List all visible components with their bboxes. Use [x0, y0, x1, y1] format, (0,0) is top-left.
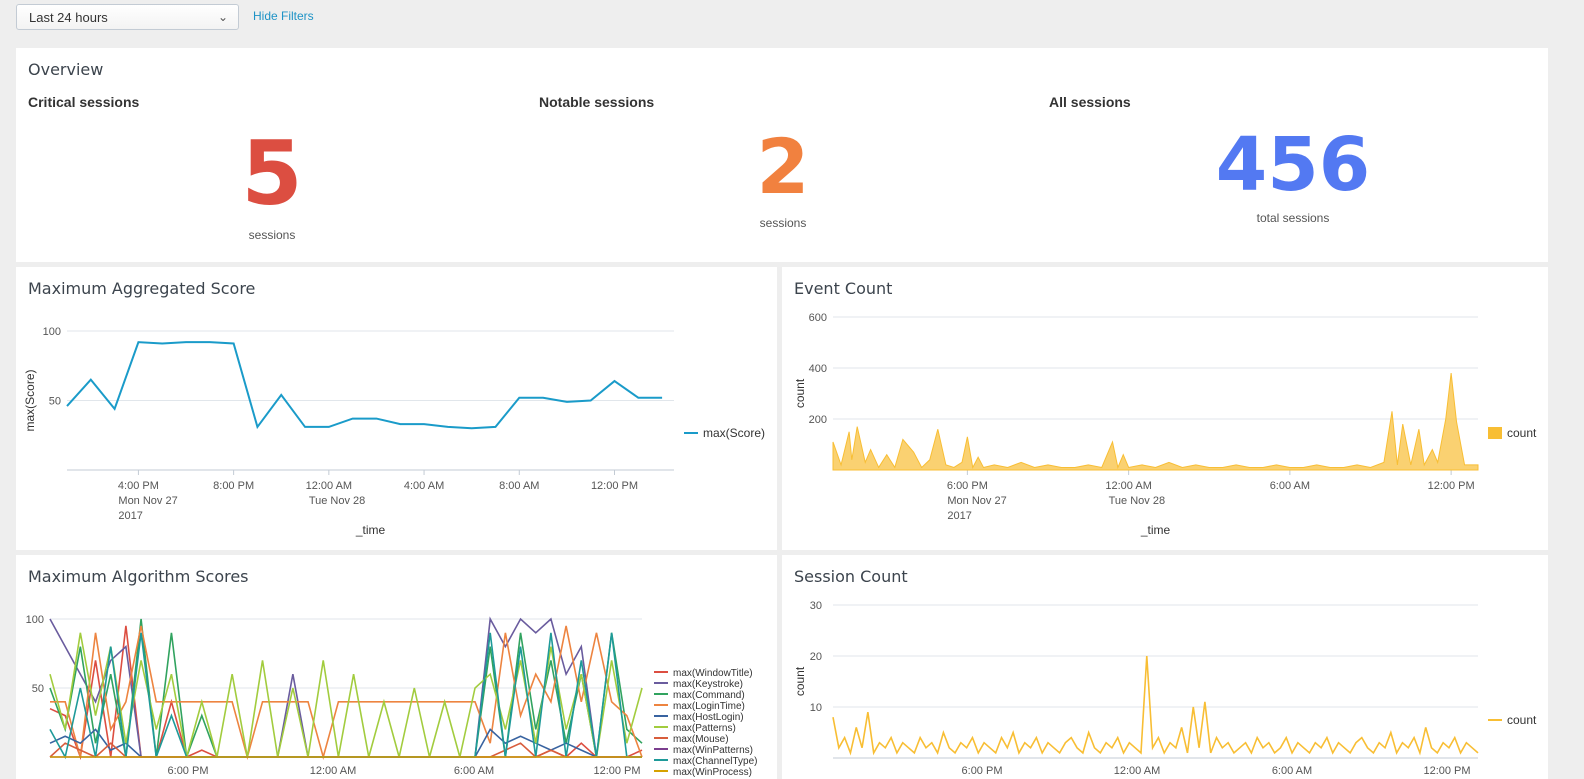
- x-tick-label: Mon Nov 27: [118, 495, 177, 507]
- y-axis-title: count: [793, 666, 807, 696]
- legend-label: max(Patterns): [673, 723, 736, 734]
- legend-label: count: [1507, 426, 1537, 440]
- max-aggregated-score-panel: Maximum Aggregated Score 50 100 max(Score)…: [16, 267, 777, 550]
- x-tick-label: 12:00 PM: [1423, 765, 1470, 777]
- overview-panel: Overview Critical sessions 5 sessions No…: [16, 48, 1548, 262]
- single-value-unit: sessions: [759, 216, 807, 230]
- legend-label: max(WinPatterns): [673, 745, 753, 756]
- legend-label: max(HostLogin): [673, 712, 744, 723]
- single-value-unit: total sessions: [1256, 211, 1330, 225]
- hide-filters-link[interactable]: Hide Filters: [253, 9, 314, 23]
- x-tick-label: Mon Nov 27: [947, 495, 1006, 507]
- max-algorithm-scores-chart[interactable]: 50 100 6:00 PM 12:00 AM 6:00 AM 12:00 PM max(W…: [16, 555, 777, 779]
- legend-label: max(Mouse): [673, 734, 729, 745]
- series-area-count: [832, 373, 1479, 471]
- y-tick-label: 10: [810, 702, 822, 714]
- x-tick-label: 6:00 PM: [962, 765, 1003, 777]
- notable-sessions-value: 2: [756, 122, 810, 211]
- x-tick-label: Tue Nov 28: [1109, 495, 1165, 507]
- legend-label: max(Keystroke): [673, 679, 743, 690]
- panel-title: Maximum Aggregated Score: [28, 279, 256, 298]
- panel-title: Session Count: [794, 567, 908, 586]
- panel-title: Event Count: [794, 279, 893, 298]
- y-tick-label: 100: [26, 614, 44, 626]
- single-value-label: All sessions: [1049, 94, 1131, 110]
- critical-sessions-value: 5: [241, 122, 303, 225]
- legend-label: max(Score): [703, 426, 765, 440]
- x-tick-label: 6:00 PM: [168, 765, 209, 777]
- event-count-panel: Event Count 200 400 600 count _time 6:00 PM Mo…: [782, 267, 1548, 550]
- time-range-value: Last 24 hours: [29, 10, 108, 25]
- x-tick-label: 6:00 AM: [1272, 765, 1312, 777]
- panel-title: Maximum Algorithm Scores: [28, 567, 249, 586]
- y-tick-label: 100: [43, 326, 61, 338]
- all-sessions-single-value[interactable]: All sessions 456 total sessions: [1037, 92, 1537, 252]
- y-tick-label: 20: [810, 651, 822, 663]
- y-tick-label: 50: [32, 683, 44, 695]
- max-aggregated-score-chart[interactable]: 50 100 max(Score) _time 4:00 PM Mon Nov 27 201…: [16, 267, 777, 550]
- all-sessions-value: 456: [1215, 122, 1371, 208]
- legend-label: max(WinProcess): [673, 767, 752, 778]
- legend-label: max(Command): [673, 690, 745, 701]
- single-value-label: Critical sessions: [28, 94, 140, 110]
- x-tick-label: 6:00 AM: [1270, 480, 1310, 492]
- series-line: [50, 625, 643, 761]
- x-tick-label: 12:00 AM: [306, 480, 352, 492]
- x-tick-label: 8:00 PM: [213, 480, 254, 492]
- x-axis-title: _time: [355, 523, 386, 537]
- series-line-max-score: [66, 341, 663, 430]
- legend-label: count: [1507, 713, 1537, 727]
- y-tick-label: 600: [809, 312, 827, 324]
- x-tick-label: 6:00 PM: [947, 480, 988, 492]
- x-tick-label: 12:00 AM: [310, 765, 356, 777]
- time-range-dropdown[interactable]: Last 24 hours ⌄: [16, 4, 239, 30]
- session-count-panel: Session Count 10 20 30 count 6:00 PM 12:00 AM…: [782, 555, 1548, 779]
- x-tick-label: 2017: [947, 510, 971, 522]
- x-tick-label: 12:00 PM: [593, 765, 640, 777]
- x-axis-title: _time: [1140, 523, 1171, 537]
- y-axis-title: max(Score): [23, 369, 37, 431]
- filter-bar: Last 24 hours ⌄ Hide Filters: [16, 4, 616, 30]
- x-tick-label: 12:00 AM: [1105, 480, 1151, 492]
- y-tick-label: 50: [49, 396, 61, 408]
- x-tick-label: 8:00 AM: [499, 480, 539, 492]
- y-tick-label: 400: [809, 363, 827, 375]
- y-axis-title: count: [793, 378, 807, 408]
- legend-label: max(LoginTime): [673, 701, 745, 712]
- series-line-count: [832, 655, 1479, 756]
- y-tick-label: 30: [810, 600, 822, 612]
- x-tick-label: 12:00 PM: [1428, 480, 1475, 492]
- x-tick-label: 12:00 PM: [591, 480, 638, 492]
- chevron-down-icon: ⌄: [217, 10, 228, 24]
- x-tick-label: 2017: [118, 510, 142, 522]
- max-algorithm-scores-panel: Maximum Algorithm Scores 50 100 6:00 PM 12:…: [16, 555, 777, 779]
- x-tick-label: 6:00 AM: [454, 765, 494, 777]
- single-value-label: Notable sessions: [539, 94, 655, 110]
- y-tick-label: 200: [809, 414, 827, 426]
- x-tick-label: 12:00 AM: [1114, 765, 1160, 777]
- critical-sessions-single-value[interactable]: Critical sessions 5 sessions: [16, 92, 516, 252]
- legend-label: max(ChannelType): [673, 756, 757, 767]
- x-tick-label: 4:00 PM: [118, 480, 159, 492]
- notable-sessions-single-value[interactable]: Notable sessions 2 sessions: [527, 92, 1027, 252]
- legend-swatch: [1488, 427, 1502, 439]
- panel-title: Overview: [28, 60, 104, 79]
- event-count-chart[interactable]: 200 400 600 count _time 6:00 PM Mon Nov 27 2017…: [782, 267, 1548, 550]
- session-count-chart[interactable]: 10 20 30 count 6:00 PM 12:00 AM 6:00 AM 12:00 P…: [782, 555, 1548, 779]
- x-tick-label: Tue Nov 28: [309, 495, 365, 507]
- legend-label: max(WindowTitle): [673, 668, 753, 679]
- x-tick-label: 4:00 AM: [404, 480, 444, 492]
- single-value-unit: sessions: [248, 228, 296, 242]
